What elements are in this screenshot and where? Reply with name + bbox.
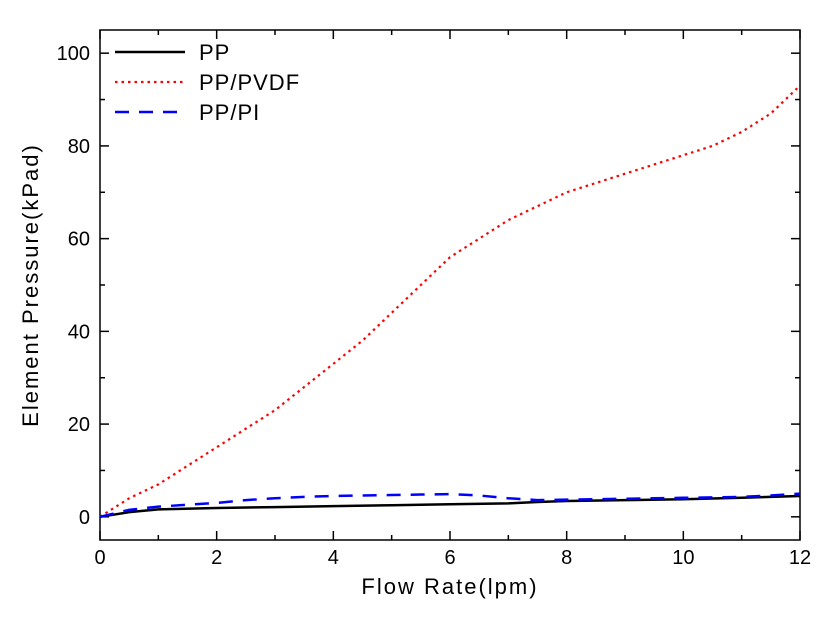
y-tick-label: 100 (57, 43, 90, 65)
x-tick-label: 10 (672, 547, 694, 569)
x-tick-label: 4 (328, 547, 339, 569)
y-tick-label: 20 (68, 414, 90, 436)
chart-svg: 0 2 4 6 8 10 12 0 20 40 60 80 100 Flow Rate(lpm) Eleme… (0, 0, 833, 617)
legend-label-pp: PP (199, 40, 230, 65)
y-tick-label: 0 (79, 507, 90, 529)
y-tick-label: 80 (68, 136, 90, 158)
y-tick-label: 40 (68, 321, 90, 343)
x-tick-label: 0 (94, 547, 105, 569)
x-tick-label: 12 (789, 547, 811, 569)
y-axis-label: Element Pressure(kPad) (18, 143, 43, 427)
legend-label-pp-pvdf: PP/PVDF (199, 70, 300, 95)
pressure-flow-chart: 0 2 4 6 8 10 12 0 20 40 60 80 100 Flow Rate(lpm) Eleme… (0, 0, 833, 617)
x-tick-label: 8 (561, 547, 572, 569)
legend-label-pp-pi: PP/PI (199, 100, 260, 125)
x-tick-label: 2 (211, 547, 222, 569)
y-tick-label: 60 (68, 229, 90, 251)
x-axis-label: Flow Rate(lpm) (361, 574, 538, 599)
x-tick-label: 6 (444, 547, 455, 569)
